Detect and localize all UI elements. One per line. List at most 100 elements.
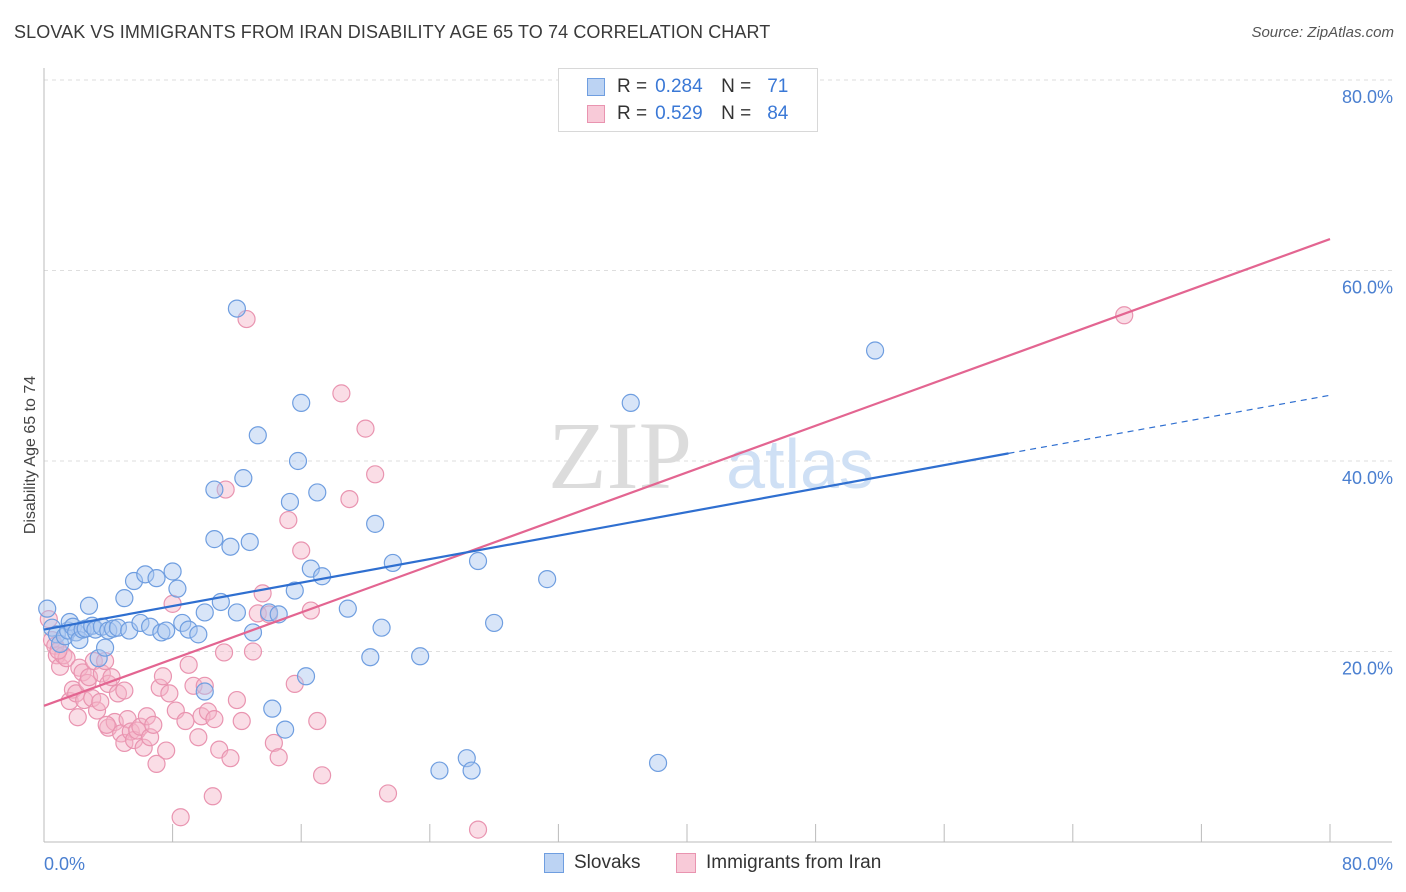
slovak-trend-extension xyxy=(1008,394,1331,454)
legend-row-slovaks: R = 0.284 N = 71 xyxy=(587,75,788,99)
watermark: ZIP atlas xyxy=(548,402,874,509)
iran-point xyxy=(147,754,166,773)
slovak-point xyxy=(361,648,380,667)
legend-item-iran[interactable]: Immigrants from Iran xyxy=(676,852,881,874)
iran-point xyxy=(232,711,251,731)
slovak-point xyxy=(648,753,668,773)
y-tick-label: 20.0% xyxy=(1342,659,1393,679)
slovak-point xyxy=(234,469,253,488)
iran-point xyxy=(60,691,79,711)
axes xyxy=(43,68,1392,843)
slovak-point xyxy=(124,571,144,591)
slovak-point xyxy=(430,761,449,780)
iran-point xyxy=(279,510,298,530)
iran-point xyxy=(171,808,190,827)
series-legend: Slovaks Immigrants from Iran xyxy=(0,852,1406,876)
iran-point xyxy=(264,733,283,753)
iran-point xyxy=(134,738,153,757)
slovak-points xyxy=(38,299,885,780)
y-tick-label: 80.0% xyxy=(1342,87,1393,107)
legend-r-value: 0.529 xyxy=(655,103,703,124)
slovak-point xyxy=(221,537,240,556)
slovak-point xyxy=(168,579,187,598)
slovak-trend-line xyxy=(43,452,1009,631)
iran-point xyxy=(176,711,195,731)
iran-point xyxy=(312,766,332,785)
iran-point xyxy=(68,708,87,727)
source-credit: Source: ZipAtlas.com xyxy=(1251,24,1394,41)
iran-point xyxy=(144,715,163,734)
slovak-point xyxy=(308,483,327,502)
slovak-point xyxy=(312,567,332,586)
grid-lines xyxy=(44,79,1392,652)
slovak-point xyxy=(38,599,57,618)
slovak-point xyxy=(366,514,385,533)
slovak-point xyxy=(263,699,282,718)
slovak-point xyxy=(108,618,128,637)
slovak-point xyxy=(195,603,214,622)
iran-point xyxy=(214,643,234,662)
slovak-point xyxy=(411,647,430,666)
iran-point xyxy=(308,711,327,731)
iran-point xyxy=(221,749,240,768)
y-tick-label: 40.0% xyxy=(1342,468,1393,488)
watermark-zip: ZIP xyxy=(548,402,692,509)
tick-labels: 20.0% 40.0% 60.0% 80.0% 0.0% 80.0% xyxy=(44,87,1393,874)
legend-n-value: 71 xyxy=(767,76,789,97)
slovak-point xyxy=(538,570,557,589)
iran-point xyxy=(163,594,182,613)
iran-point xyxy=(292,541,311,560)
legend-r-label: R = xyxy=(617,103,648,124)
iran-point xyxy=(378,784,398,803)
slovak-point xyxy=(179,620,198,639)
iran-point xyxy=(157,741,176,760)
slovak-point xyxy=(292,393,311,412)
slovak-point xyxy=(227,299,246,318)
iran-point xyxy=(227,690,246,710)
legend-item-slovaks[interactable]: Slovaks xyxy=(544,852,641,874)
slovak-point xyxy=(485,613,504,633)
slovak-point xyxy=(383,553,402,573)
legend-swatch-slovaks xyxy=(587,78,605,96)
iran-point xyxy=(189,728,208,747)
slovak-point xyxy=(285,581,304,600)
iran-point xyxy=(468,820,488,839)
watermark-atlas: atlas xyxy=(726,425,874,503)
slovak-point xyxy=(338,599,357,618)
legend-n-label: N = xyxy=(721,103,752,124)
slovak-point xyxy=(462,761,481,780)
slovak-point xyxy=(621,393,640,412)
iran-point xyxy=(243,642,263,661)
slovak-point xyxy=(79,596,99,615)
iran-point xyxy=(356,419,375,438)
iran-point xyxy=(179,655,198,674)
slovak-point xyxy=(163,562,182,581)
iran-points xyxy=(39,306,1134,839)
iran-point xyxy=(97,715,116,734)
slovak-point xyxy=(276,720,295,739)
slovak-point xyxy=(195,682,214,701)
iran-point xyxy=(195,676,214,695)
slovak-point xyxy=(157,621,176,640)
slovak-point xyxy=(89,649,108,668)
legend-label-iran: Immigrants from Iran xyxy=(706,852,882,873)
slovak-point xyxy=(372,618,391,637)
iran-point xyxy=(153,667,173,686)
legend-swatch-slovaks xyxy=(544,853,564,873)
iran-point xyxy=(1115,306,1134,325)
slovak-point xyxy=(131,613,150,633)
slovak-point xyxy=(173,613,192,633)
x-tick-label: 0.0% xyxy=(44,854,85,874)
y-axis-title: Disability Age 65 to 74 xyxy=(22,376,39,534)
slovak-point xyxy=(147,569,166,588)
slovak-point xyxy=(189,625,208,644)
iran-point xyxy=(269,748,288,767)
chart-title: SLOVAK VS IMMIGRANTS FROM IRAN DISABILIT… xyxy=(14,22,771,42)
slovak-point xyxy=(115,589,134,608)
slovak-point xyxy=(227,603,246,622)
iran-point xyxy=(91,692,110,712)
slovak-point xyxy=(205,480,224,499)
slovak-point xyxy=(468,551,488,571)
slovak-point xyxy=(136,565,155,584)
